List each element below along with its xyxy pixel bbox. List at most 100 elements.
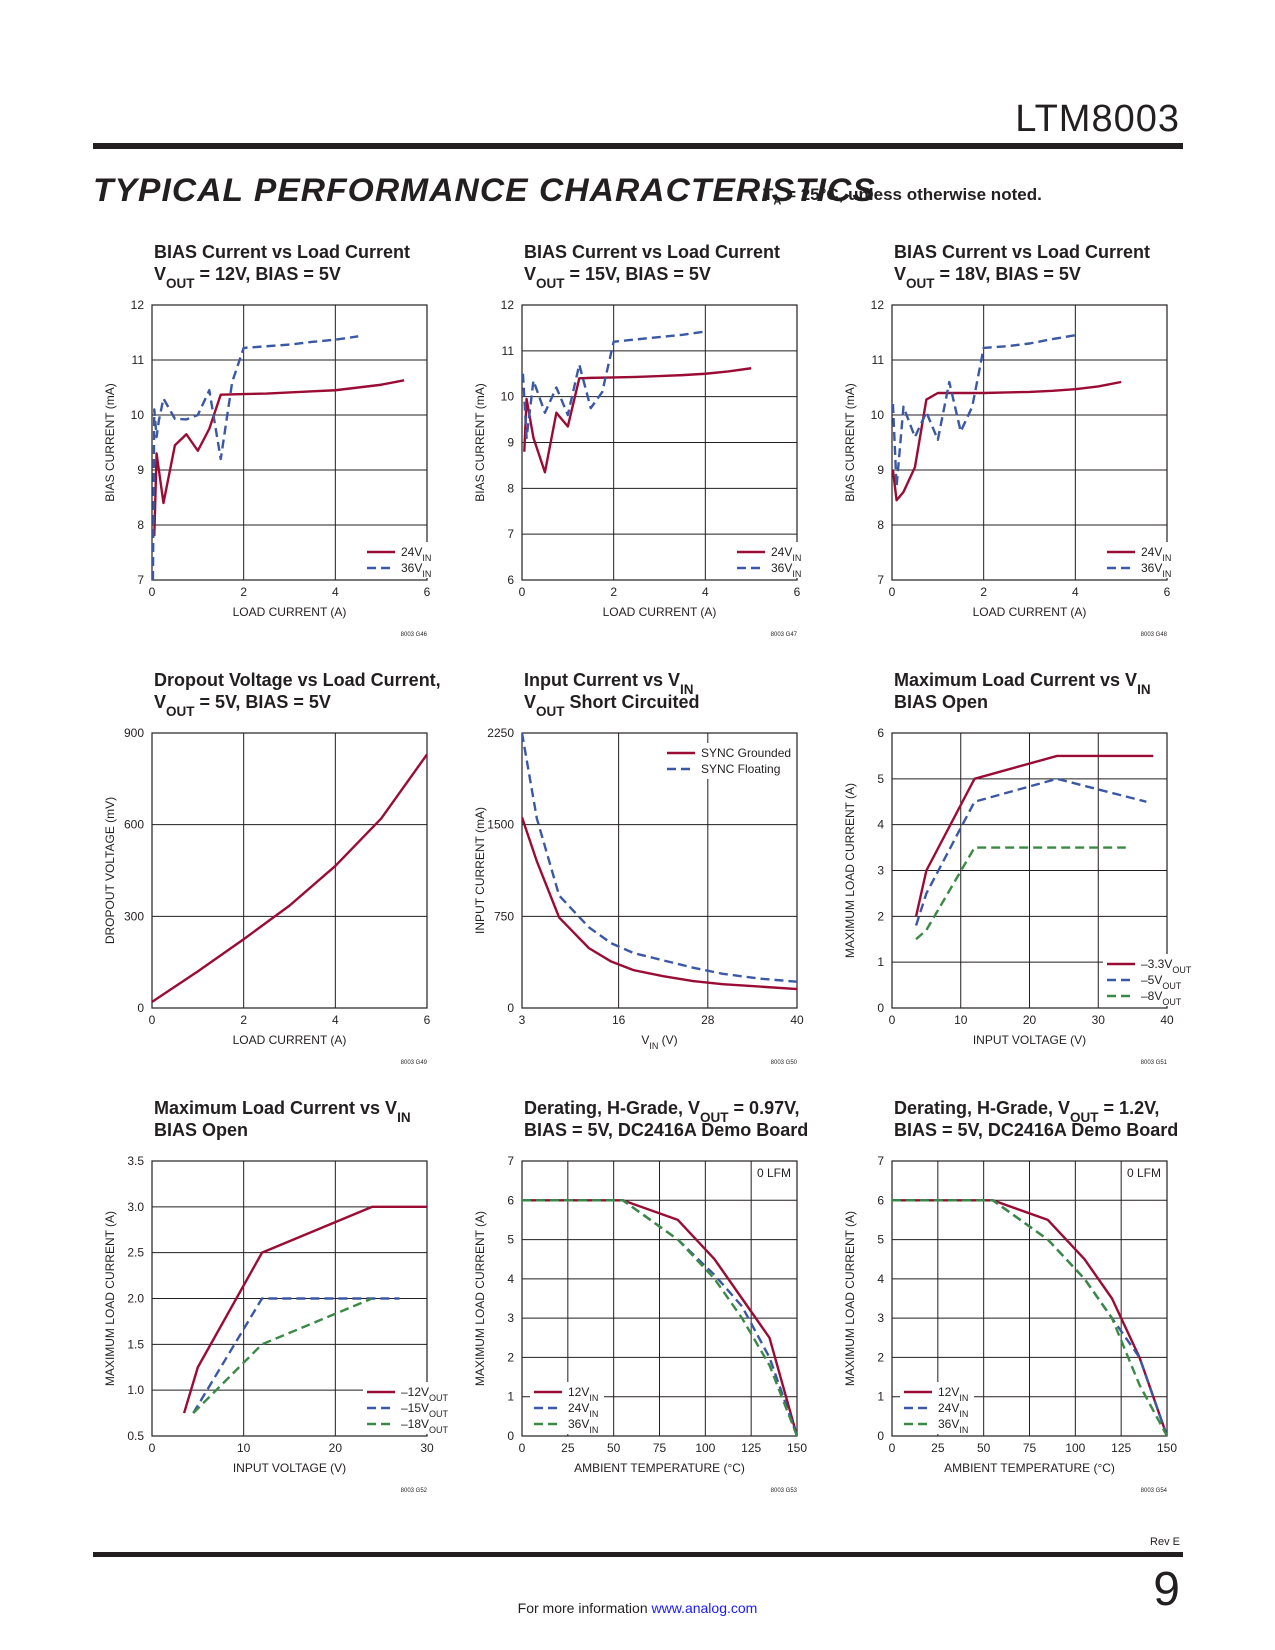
footer-rule	[93, 1552, 1183, 1557]
series-line-red	[892, 380, 1122, 502]
y-tick-label: 12	[501, 298, 515, 312]
series-line-green	[192, 1297, 373, 1414]
legend-label: 24VIN	[771, 545, 801, 563]
legend-label: 36VIN	[771, 561, 801, 579]
chart-g53: Derating, H-Grade, VOUT = 0.97V,BIAS = 5…	[473, 1098, 808, 1494]
plot-frame	[521, 304, 798, 581]
y-tick-label: 3	[877, 1311, 884, 1325]
y-tick-label: 1.0	[127, 1383, 144, 1397]
figure-code: 8003 G50	[771, 1060, 798, 1066]
legend-label: SYNC Grounded	[701, 746, 791, 760]
x-axis-label: AMBIENT TEMPERATURE (°C)	[944, 1461, 1115, 1475]
figure-code: 8003 G49	[401, 1060, 428, 1066]
y-tick-label: 900	[124, 726, 144, 740]
x-tick-label: 125	[1111, 1441, 1131, 1455]
legend-box	[733, 542, 807, 578]
x-tick-label: 10	[954, 1013, 968, 1027]
series-line-red	[522, 816, 797, 991]
y-axis-label: BIAS CURRENT (mA)	[473, 383, 487, 501]
y-tick-label: 11	[502, 344, 515, 358]
legend-label: 24VIN	[401, 545, 431, 563]
x-tick-label: 0	[149, 1013, 156, 1027]
x-tick-label: 0	[889, 1013, 896, 1027]
chart-title-line: VOUT = 18V, BIAS = 5V	[894, 264, 1081, 291]
y-axis-label: MAXIMUM LOAD CURRENT (A)	[103, 1211, 117, 1386]
chart-g49: Dropout Voltage vs Load Current,VOUT = 5…	[103, 670, 441, 1066]
chart-title-line: Derating, H-Grade, VOUT = 0.97V,	[524, 1098, 799, 1125]
x-tick-label: 6	[1164, 585, 1171, 599]
y-axis-label: MAXIMUM LOAD CURRENT (A)	[843, 783, 857, 958]
series-line-red	[182, 1205, 427, 1414]
x-tick-label: 16	[612, 1013, 626, 1027]
revision-label: Rev E	[1150, 1536, 1180, 1548]
legend-label: SYNC Floating	[701, 762, 780, 776]
y-tick-label: 4	[877, 1272, 884, 1286]
series-line-blue	[892, 334, 1076, 488]
y-axis-label: MAXIMUM LOAD CURRENT (A)	[843, 1211, 857, 1386]
y-tick-label: 1	[507, 1390, 514, 1404]
y-tick-label: 8	[877, 518, 884, 532]
y-tick-label: 0	[507, 1429, 514, 1443]
y-tick-label: 12	[131, 298, 145, 312]
series-line-blue	[192, 1297, 400, 1414]
note-box	[753, 1163, 795, 1181]
plot-frame	[151, 1160, 428, 1437]
legend-label: –5VOUT	[1141, 973, 1182, 991]
chart-title-line: Maximum Load Current vs VIN	[894, 670, 1151, 697]
y-tick-label: 0	[137, 1001, 144, 1015]
page-number: 9	[1153, 1563, 1180, 1616]
series-line-red	[914, 754, 1154, 917]
x-tick-label: 2	[240, 1013, 247, 1027]
x-tick-label: 125	[741, 1441, 761, 1455]
footer-prefix: For more information	[517, 1600, 648, 1616]
x-tick-label: 75	[1023, 1441, 1037, 1455]
chart-title-line: VOUT Short Circuited	[524, 692, 700, 719]
x-axis-label: VIN (V)	[641, 1033, 677, 1051]
series-line-green	[522, 1199, 797, 1436]
y-tick-label: 8	[137, 518, 144, 532]
y-tick-label: 0	[877, 1001, 884, 1015]
y-tick-label: 750	[494, 909, 514, 923]
y-tick-label: 1500	[487, 818, 514, 832]
section-title: TYPICAL PERFORMANCE CHARACTERISTICS	[93, 172, 876, 208]
y-tick-label: 2	[507, 1350, 514, 1364]
y-tick-label: 7	[507, 1154, 514, 1168]
legend-label: –8VOUT	[1141, 989, 1182, 1007]
y-tick-label: 7	[507, 527, 514, 541]
y-tick-label: 10	[871, 408, 885, 422]
series-line-red	[153, 379, 405, 537]
x-tick-label: 100	[695, 1441, 715, 1455]
plot-frame	[151, 304, 428, 581]
chart-title-line: Derating, H-Grade, VOUT = 1.2V,	[894, 1098, 1159, 1125]
chart-title-line: VOUT = 15V, BIAS = 5V	[524, 264, 711, 291]
chart-title-line: Dropout Voltage vs Load Current,	[154, 670, 441, 690]
x-axis-label: INPUT VOLTAGE (V)	[233, 1461, 346, 1475]
y-tick-label: 9	[507, 436, 514, 450]
series-line-blue	[522, 330, 706, 440]
note-label: 0 LFM	[757, 1166, 791, 1180]
legend-label: –12VOUT	[401, 1385, 449, 1403]
legend-label: 12VIN	[938, 1385, 968, 1403]
legend-label: 24VIN	[938, 1401, 968, 1419]
x-tick-label: 30	[420, 1441, 434, 1455]
x-tick-label: 4	[702, 585, 709, 599]
chart-title-line: Input Current vs VIN	[524, 670, 694, 697]
plot-frame	[891, 304, 1168, 581]
y-tick-label: 2	[877, 1350, 884, 1364]
legend-label: 36VIN	[938, 1417, 968, 1435]
y-tick-label: 4	[877, 818, 884, 832]
series-line-blue	[152, 335, 359, 580]
legend-label: –18VOUT	[401, 1417, 449, 1435]
figure-code: 8003 G46	[401, 632, 428, 638]
y-tick-label: 11	[132, 353, 145, 367]
x-tick-label: 10	[237, 1441, 251, 1455]
x-tick-label: 0	[889, 585, 896, 599]
chart-title-line: BIAS = 5V, DC2416A Demo Board	[524, 1120, 808, 1140]
y-axis-label: BIAS CURRENT (mA)	[843, 383, 857, 501]
figure-code: 8003 G47	[771, 632, 798, 638]
footer-link[interactable]: www.analog.com	[651, 1600, 758, 1616]
plot-frame	[521, 1160, 798, 1437]
